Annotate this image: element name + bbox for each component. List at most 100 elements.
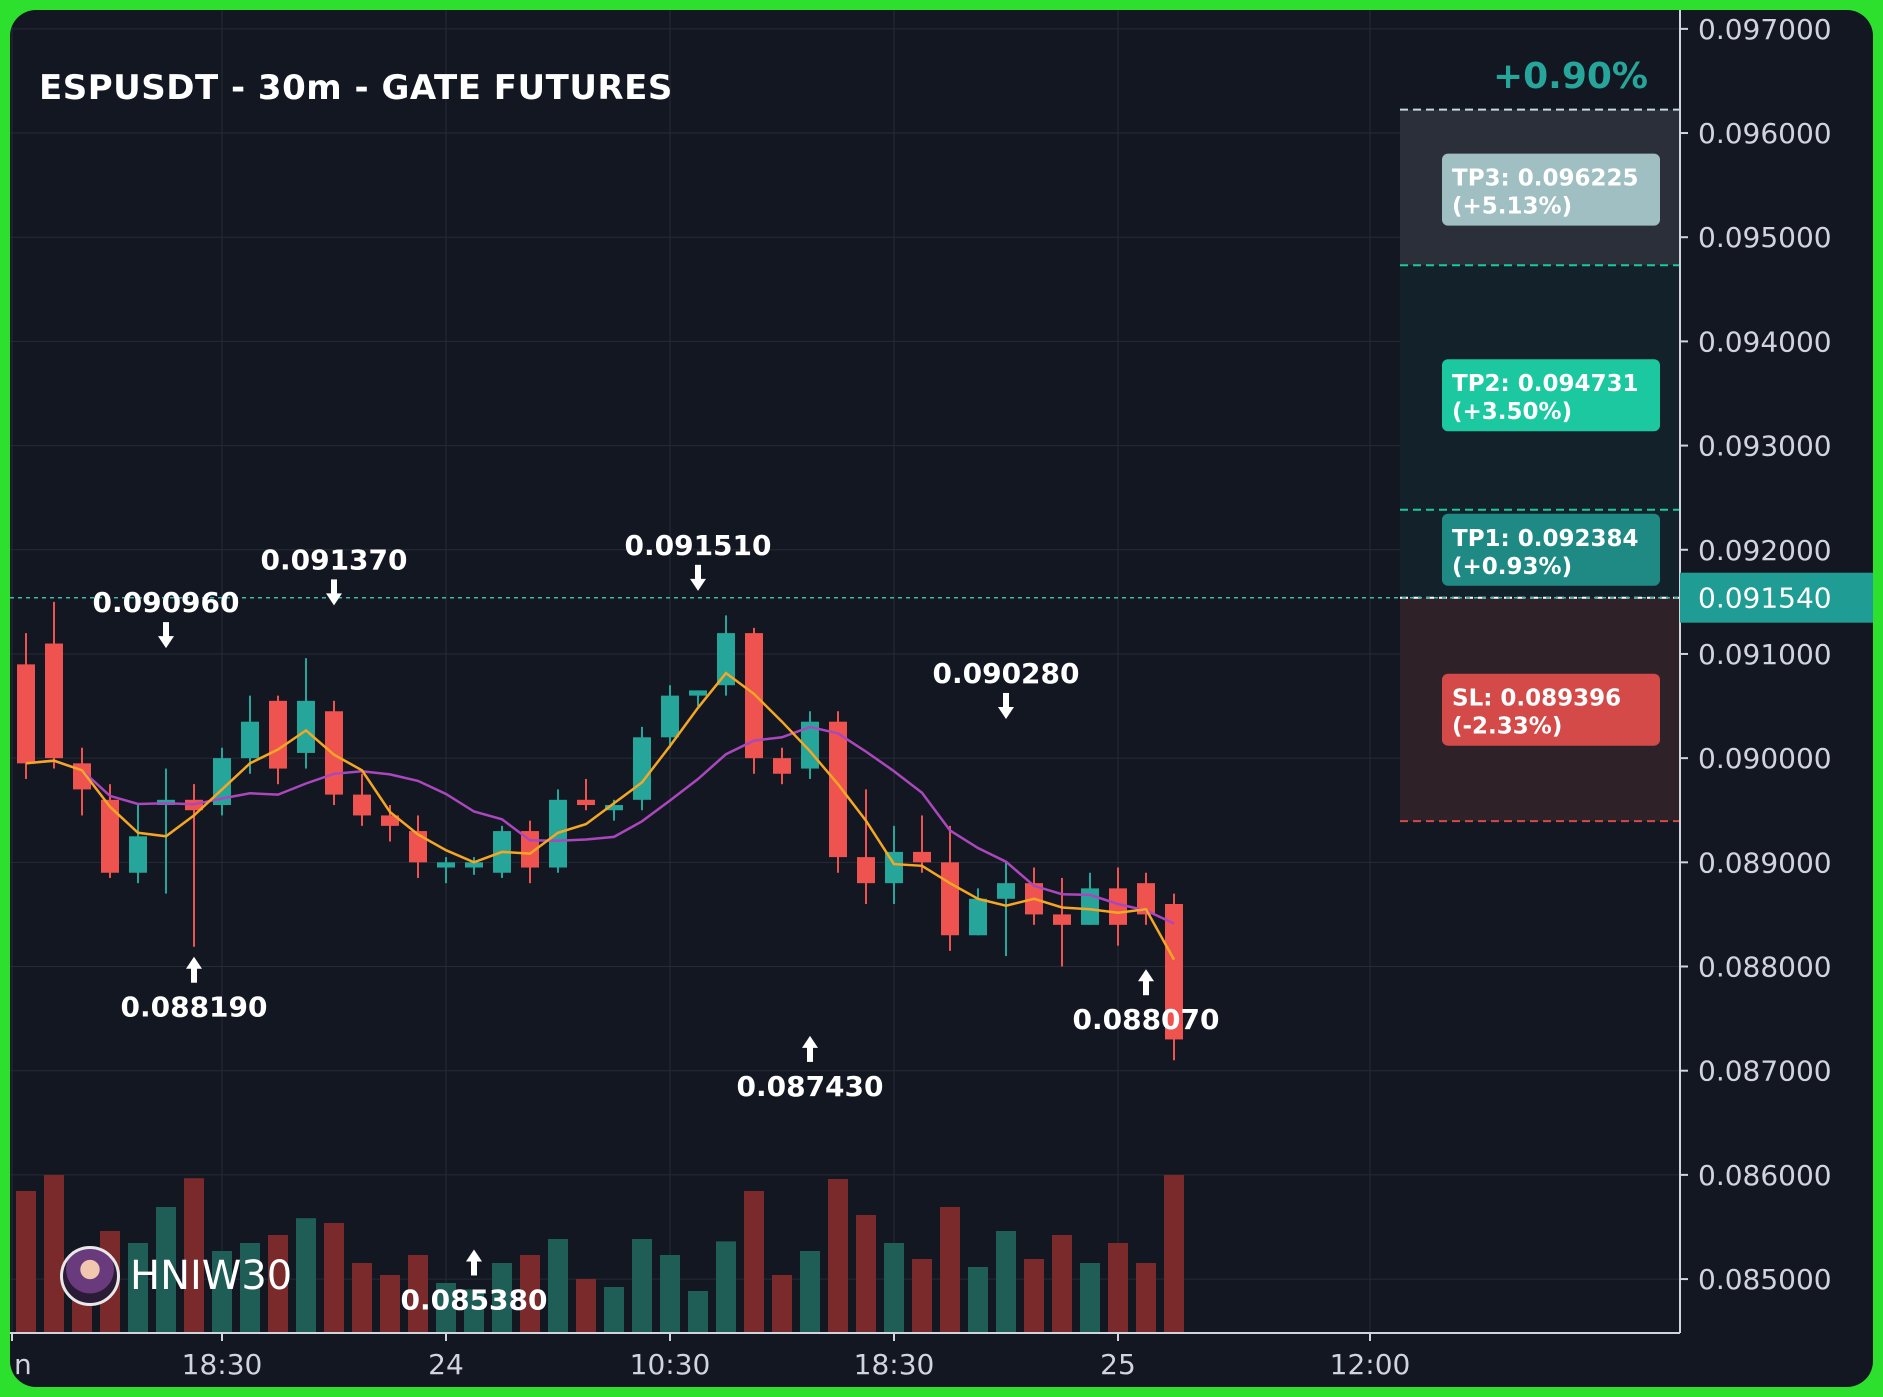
price-label-high: 0.090960 bbox=[92, 586, 240, 649]
y-tick-label: 0.093000 bbox=[1698, 430, 1832, 463]
tp2-pct-text: (+3.50%) bbox=[1452, 399, 1572, 425]
y-axis: 0.097000 0.096000 0.095000 0.094000 0.093000… bbox=[1679, 10, 1873, 1333]
volume-bar bbox=[352, 1263, 372, 1333]
arrow-stem bbox=[163, 622, 169, 638]
candle-body bbox=[325, 711, 343, 795]
price-label-text: 0.091370 bbox=[260, 543, 407, 576]
price-label-low: 0.085380 bbox=[400, 1249, 548, 1316]
arrow-up-icon bbox=[1138, 969, 1154, 982]
candle bbox=[465, 857, 483, 875]
candle-body bbox=[297, 700, 315, 753]
candle bbox=[577, 778, 595, 811]
candle-body bbox=[353, 794, 371, 816]
arrow-down-icon bbox=[158, 636, 174, 649]
y-tick-label: 0.097000 bbox=[1698, 13, 1832, 46]
volume-bar bbox=[800, 1251, 820, 1333]
candle-body bbox=[997, 883, 1015, 899]
volume-bar bbox=[632, 1239, 652, 1333]
x-tick-label: 18:30 bbox=[854, 1348, 935, 1381]
volume-bar bbox=[1024, 1259, 1044, 1333]
arrow-stem bbox=[1003, 692, 1009, 708]
volume-bar bbox=[268, 1235, 288, 1333]
sl-label-text: SL: 0.089396 bbox=[1452, 686, 1621, 712]
y-tick-label: 0.088000 bbox=[1698, 951, 1832, 984]
x-tick-label: 18:30 bbox=[182, 1348, 263, 1381]
candle bbox=[1165, 893, 1183, 1061]
arrow-up-icon bbox=[802, 1035, 818, 1048]
candle-body bbox=[969, 898, 987, 936]
candlestick-chart[interactable]: 0.088190 0.090960 0.091370 0.085380 0.091510… bbox=[10, 10, 1873, 1387]
x-tick-label: 24 bbox=[428, 1348, 464, 1381]
volume-bar bbox=[520, 1255, 540, 1333]
candle-body bbox=[409, 831, 427, 863]
volume-bar bbox=[856, 1215, 876, 1333]
volume-bar bbox=[576, 1279, 596, 1333]
volume-bar bbox=[1080, 1263, 1100, 1333]
candle bbox=[913, 815, 931, 873]
tp3-label-box bbox=[1442, 153, 1660, 226]
candle bbox=[829, 711, 847, 873]
x-tick-label: 10:30 bbox=[630, 1348, 711, 1381]
arrow-stem bbox=[331, 579, 337, 595]
candle bbox=[997, 862, 1015, 957]
candle bbox=[409, 815, 427, 878]
candle bbox=[17, 633, 35, 779]
y-tick-label: 0.086000 bbox=[1698, 1159, 1832, 1192]
candle bbox=[269, 695, 287, 785]
candle bbox=[297, 658, 315, 769]
y-tick-label: 0.094000 bbox=[1698, 325, 1832, 358]
candle-body bbox=[885, 851, 903, 884]
candle bbox=[437, 857, 455, 884]
x-axis: n 18:30 24 10:30 18:30 25 12:00 bbox=[10, 1332, 1680, 1381]
tp1-pct-text: (+0.93%) bbox=[1452, 554, 1572, 580]
candle-body bbox=[129, 836, 147, 873]
volume-bar bbox=[296, 1218, 316, 1333]
candle bbox=[45, 601, 63, 769]
price-label-text: 0.090960 bbox=[92, 586, 239, 619]
sl-label-box bbox=[1442, 673, 1660, 746]
candle bbox=[521, 820, 539, 884]
y-tick-label: 0.089000 bbox=[1698, 846, 1832, 879]
x-tick-label: 12:00 bbox=[1330, 1348, 1411, 1381]
volume-bar bbox=[1108, 1243, 1128, 1333]
tp1-label-box bbox=[1442, 513, 1660, 586]
volume-bar bbox=[380, 1275, 400, 1333]
arrow-stem bbox=[807, 1046, 813, 1062]
candle-body bbox=[913, 851, 931, 863]
candle-body bbox=[1165, 904, 1183, 1040]
candle-body bbox=[381, 815, 399, 826]
avatar-icon bbox=[60, 1246, 120, 1306]
arrow-up-icon bbox=[466, 1249, 482, 1262]
brand-watermark: HNIW30 bbox=[60, 1246, 292, 1306]
brand-name: HNIW30 bbox=[130, 1253, 293, 1299]
candle-body bbox=[829, 721, 847, 858]
candle bbox=[969, 888, 987, 936]
volume-bar bbox=[156, 1207, 176, 1333]
arrow-down-icon bbox=[690, 578, 706, 591]
candle bbox=[689, 690, 707, 707]
volume-bar bbox=[16, 1191, 36, 1333]
chart-frame: 0.088190 0.090960 0.091370 0.085380 0.091510… bbox=[10, 10, 1873, 1387]
current-price-tag-text: 0.091540 bbox=[1698, 582, 1832, 615]
y-tick-label: 0.091000 bbox=[1698, 638, 1832, 671]
current-price-tag bbox=[1680, 572, 1873, 623]
tp2-label: TP2: 0.094731(+3.50%) bbox=[1442, 359, 1660, 432]
volume-bar bbox=[688, 1291, 708, 1333]
candle bbox=[857, 789, 875, 904]
position-labels: TP3: 0.096225(+5.13%) TP2: 0.094731(+3.50… bbox=[1442, 153, 1660, 746]
price-label-high: 0.091370 bbox=[260, 543, 408, 606]
arrow-stem bbox=[1143, 980, 1149, 996]
tp3-label-text: TP3: 0.096225 bbox=[1452, 166, 1639, 192]
price-label-text: 0.091510 bbox=[624, 529, 771, 562]
volume-bar bbox=[1164, 1175, 1184, 1333]
volume-bar bbox=[1136, 1263, 1156, 1333]
volume-bar bbox=[128, 1243, 148, 1333]
volume-bar bbox=[44, 1175, 64, 1333]
candle-body bbox=[101, 799, 119, 873]
candle-body bbox=[577, 799, 595, 806]
candle-body bbox=[437, 862, 455, 868]
volume-bar bbox=[548, 1239, 568, 1333]
price-label-high: 0.091510 bbox=[624, 529, 772, 591]
price-label-low: 0.087430 bbox=[736, 1035, 884, 1103]
candle-body bbox=[773, 758, 791, 774]
